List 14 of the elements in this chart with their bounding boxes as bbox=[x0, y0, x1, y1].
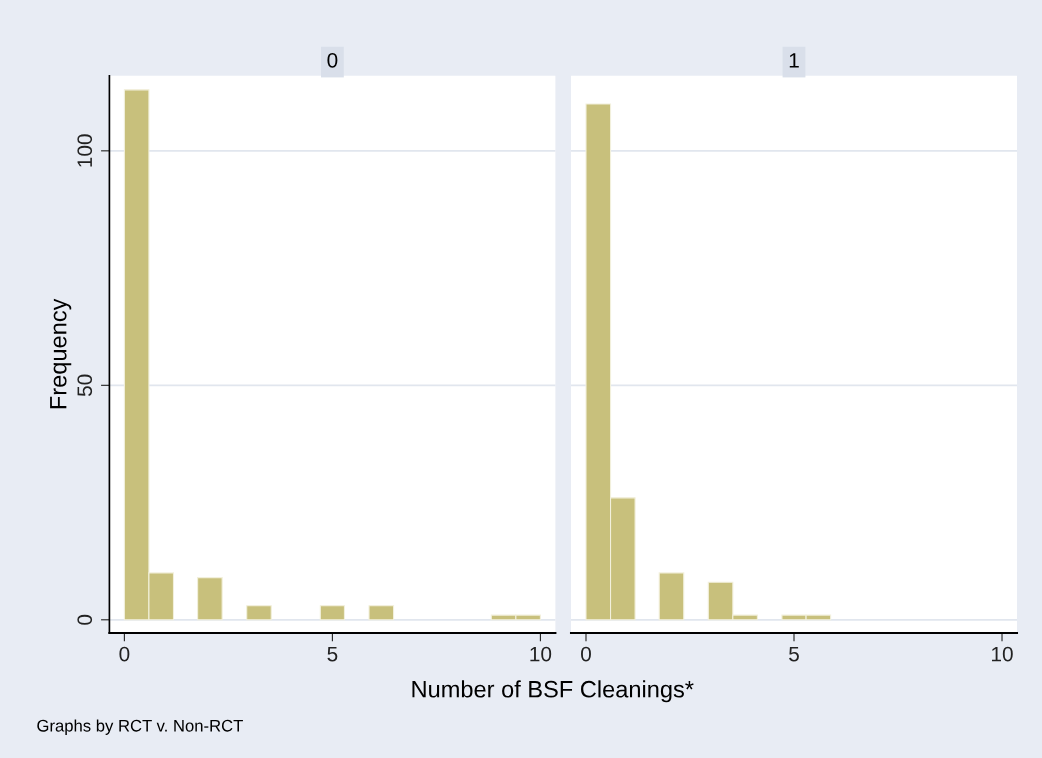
x-tick-label: 10 bbox=[992, 646, 1013, 662]
y-tick-label: 0 bbox=[77, 614, 93, 625]
text: Graphs by RCT v. Non-RCT bbox=[37, 719, 243, 735]
x-tick-label: 0 bbox=[119, 646, 130, 662]
y-axis-title: Frequency bbox=[50, 298, 72, 409]
x-tick-label: 10 bbox=[530, 646, 552, 662]
x-tick-label: 5 bbox=[327, 646, 338, 662]
chart-title: 1 bbox=[789, 53, 799, 68]
x-tick-label: 0 bbox=[581, 646, 591, 662]
chart-title: 0 bbox=[327, 52, 338, 68]
x-tick-label: 5 bbox=[789, 646, 799, 662]
y-tick-label: 50 bbox=[77, 374, 93, 397]
y-tick-label: 100 bbox=[77, 134, 93, 167]
x-axis-title: Number of BSF Cleanings* bbox=[412, 680, 694, 703]
